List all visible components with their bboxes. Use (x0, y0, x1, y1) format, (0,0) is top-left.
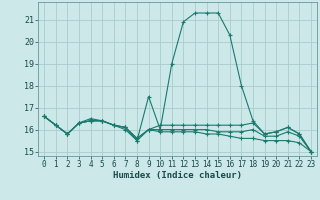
X-axis label: Humidex (Indice chaleur): Humidex (Indice chaleur) (113, 171, 242, 180)
